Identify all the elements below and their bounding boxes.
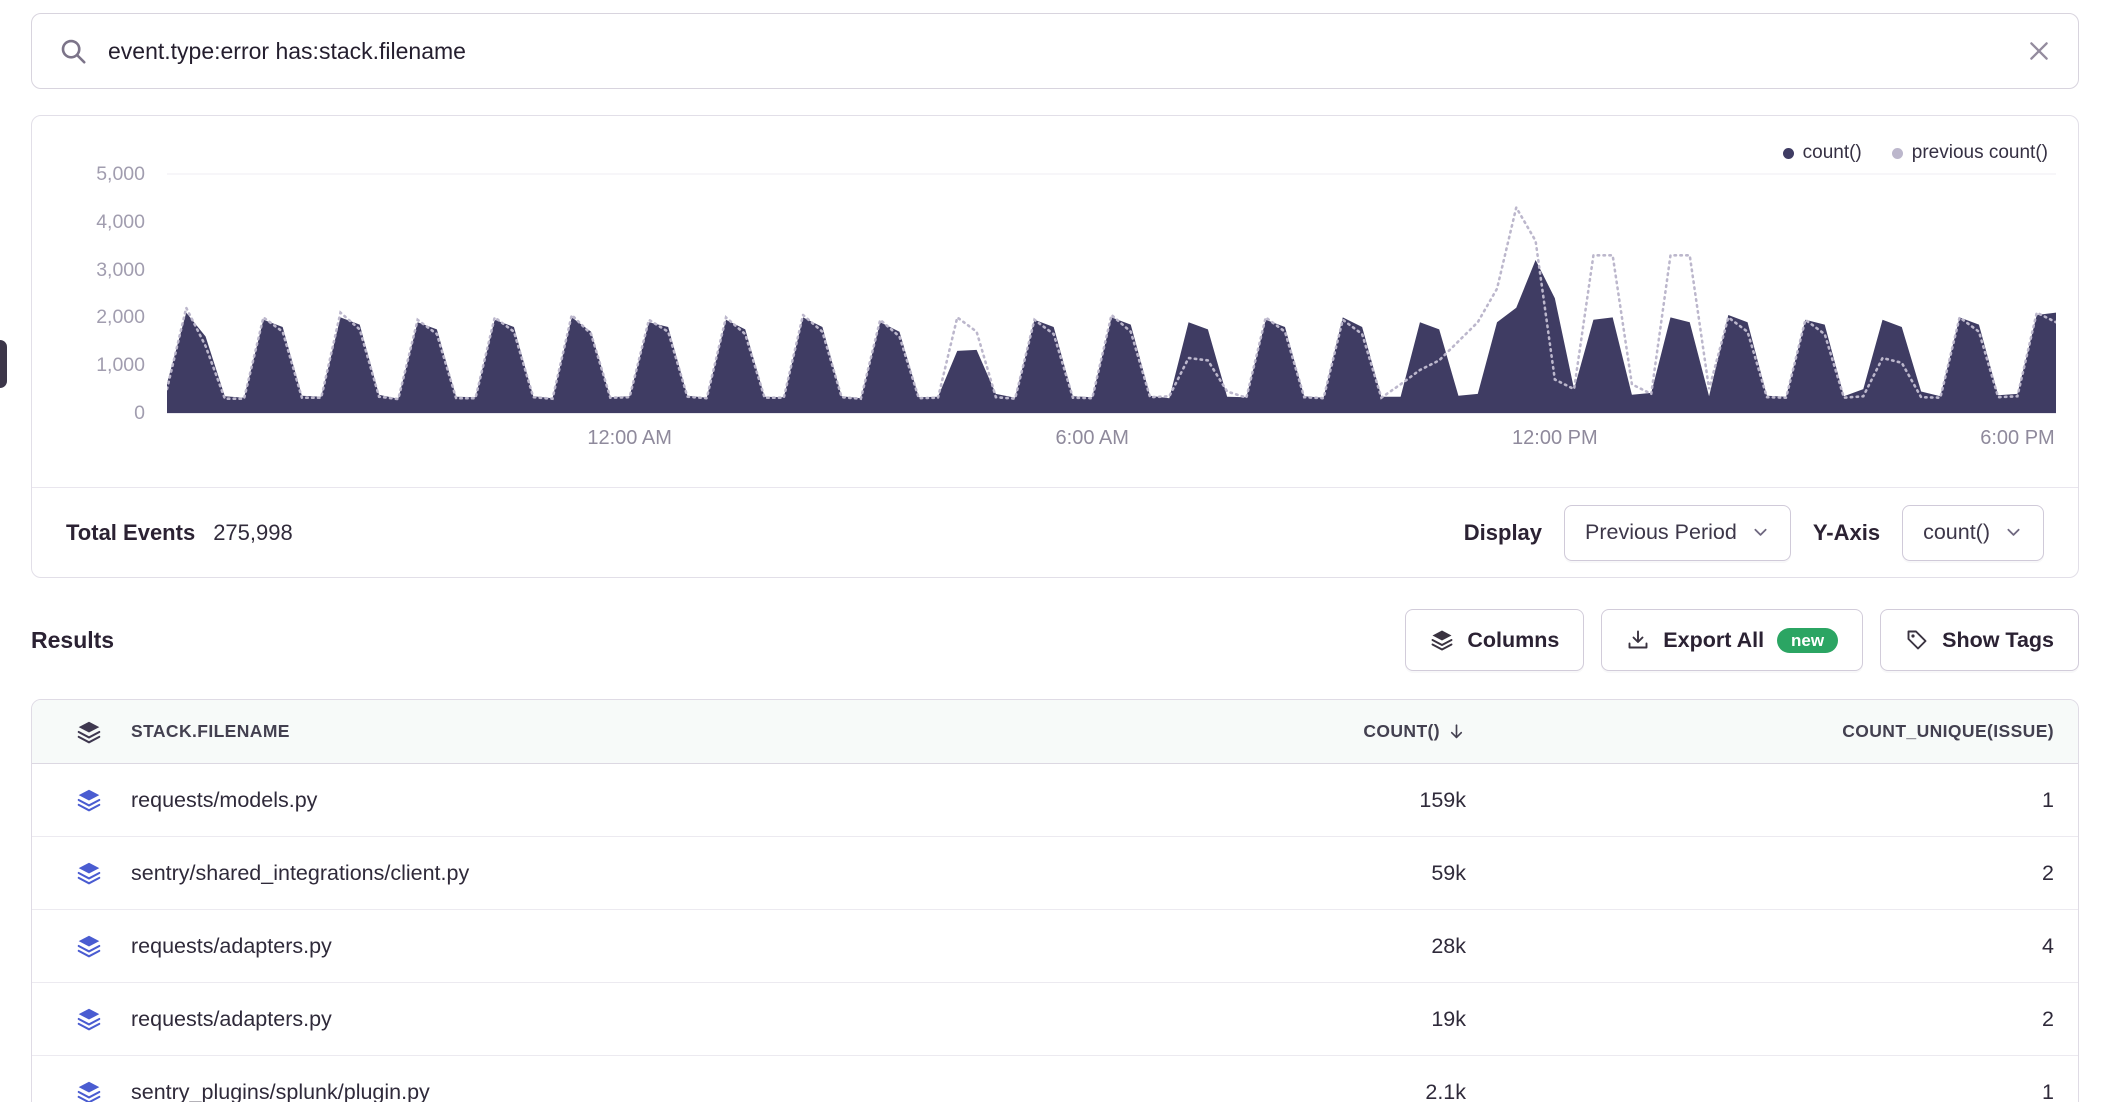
export-all-button[interactable]: Export All new	[1601, 609, 1864, 671]
download-icon	[1628, 630, 1648, 649]
cell-filename[interactable]: requests/models.py	[131, 787, 318, 812]
cell-filename[interactable]: requests/adapters.py	[131, 933, 332, 958]
results-actions: Columns Export All new Show Tags	[1405, 609, 2079, 671]
y-axis-tick: 4,000	[96, 211, 145, 233]
layers-icon	[77, 1007, 101, 1031]
chart-svg	[167, 173, 2056, 414]
chart-controls: Display Previous Period Y-Axis count()	[1463, 504, 2044, 561]
y-axis-tick: 1,000	[96, 354, 145, 376]
legend-item-count[interactable]: count()	[1782, 142, 1862, 164]
x-axis-tick: 6:00 AM	[1055, 427, 1129, 449]
sort-descending-icon	[1450, 724, 1463, 739]
cell-count-unique: 2	[2042, 1006, 2054, 1031]
y-axis-label: Y-Axis	[1812, 519, 1881, 545]
total-events-value: 275,998	[213, 519, 293, 545]
chart-legend: count() previous count()	[1782, 142, 2048, 164]
search-input[interactable]	[106, 36, 2008, 66]
y-axis-value: count()	[1923, 520, 1990, 544]
cell-count-unique: 1	[2042, 787, 2054, 812]
x-axis-tick: 6:00 PM	[1980, 427, 2055, 449]
display-period-dropdown[interactable]: Previous Period	[1564, 504, 1791, 561]
header-count-label: COUNT()	[1363, 721, 1440, 741]
layers-icon	[77, 1080, 101, 1102]
export-all-button-label: Export All	[1663, 627, 1765, 652]
columns-button-label: Columns	[1467, 627, 1560, 652]
cell-count: 159k	[1419, 787, 1466, 812]
search-icon	[61, 39, 86, 64]
cell-filename[interactable]: sentry_plugins/splunk/plugin.py	[131, 1079, 430, 1102]
chart-footer: Total Events 275,998 Display Previous Pe…	[32, 487, 2078, 577]
table-header-row: STACK.FILENAME COUNT() COUNT_UNIQUE(ISSU…	[32, 700, 2078, 764]
cell-count: 2.1k	[1425, 1079, 1466, 1102]
tag-icon	[1907, 630, 1927, 650]
total-events-label: Total Events	[66, 519, 196, 545]
header-count[interactable]: COUNT()	[1066, 721, 1466, 742]
events-chart-panel: count() previous count() 5,000 4,000 3,0…	[31, 115, 2079, 578]
cell-count: 28k	[1431, 933, 1466, 958]
events-time-series-chart[interactable]: 5,000 4,000 3,000 2,000 1,000 0 12:00 AM…	[96, 161, 2056, 449]
layers-icon	[77, 861, 101, 885]
y-axis-dropdown[interactable]: count()	[1902, 504, 2044, 561]
show-tags-button[interactable]: Show Tags	[1880, 609, 2079, 671]
display-label: Display	[1463, 519, 1543, 545]
x-axis-tick: 12:00 AM	[587, 427, 672, 449]
results-title: Results	[31, 626, 115, 653]
cell-count-unique: 1	[2042, 1079, 2054, 1102]
results-table: STACK.FILENAME COUNT() COUNT_UNIQUE(ISSU…	[31, 699, 2079, 1102]
table-row[interactable]: requests/adapters.py 28k 4	[32, 910, 2078, 983]
clear-search-icon[interactable]	[2026, 38, 2052, 64]
chevron-down-icon	[1754, 528, 1767, 536]
results-header: Results Columns Export All new Show Tags	[31, 608, 2079, 672]
table-row[interactable]: requests/adapters.py 19k 2	[32, 983, 2078, 1056]
count-series-dot	[1782, 147, 1794, 159]
y-axis-tick: 3,000	[96, 259, 145, 281]
legend-label-count: count()	[1802, 142, 1862, 163]
cell-filename[interactable]: sentry/shared_integrations/client.py	[131, 860, 470, 885]
layers-icon	[77, 788, 101, 812]
chevron-down-icon	[2007, 528, 2020, 536]
columns-button[interactable]: Columns	[1405, 609, 1585, 671]
x-axis-tick: 12:00 PM	[1512, 427, 1598, 449]
new-badge: new	[1777, 627, 1839, 653]
table-row[interactable]: sentry_plugins/splunk/plugin.py 2.1k 1	[32, 1056, 2078, 1102]
display-period-value: Previous Period	[1585, 520, 1737, 544]
table-row[interactable]: sentry/shared_integrations/client.py 59k…	[32, 837, 2078, 910]
cell-count: 59k	[1431, 860, 1466, 885]
search-bar	[31, 13, 2079, 89]
cell-count-unique: 4	[2042, 933, 2054, 958]
table-row[interactable]: requests/models.py 159k 1	[32, 764, 2078, 837]
y-axis-tick: 2,000	[96, 306, 145, 328]
previous-count-series-dot	[1891, 147, 1903, 159]
layers-icon	[77, 720, 101, 743]
header-stack-filename[interactable]: STACK.FILENAME	[131, 721, 290, 741]
cell-count: 19k	[1431, 1006, 1466, 1031]
show-tags-button-label: Show Tags	[1942, 627, 2054, 652]
y-axis-tick: 5,000	[96, 163, 145, 185]
y-axis-tick: 0	[134, 402, 145, 424]
cell-count-unique: 2	[2042, 860, 2054, 885]
cell-filename[interactable]: requests/adapters.py	[131, 1006, 332, 1031]
header-count-unique-issue[interactable]: COUNT_UNIQUE(ISSUE)	[1842, 721, 2054, 741]
layers-icon	[1431, 629, 1453, 651]
legend-label-previous-count: previous count()	[1911, 142, 2048, 163]
layers-icon	[77, 934, 101, 958]
legend-item-previous-count[interactable]: previous count()	[1891, 142, 2048, 164]
sidebar-edge-handle[interactable]	[0, 340, 7, 388]
